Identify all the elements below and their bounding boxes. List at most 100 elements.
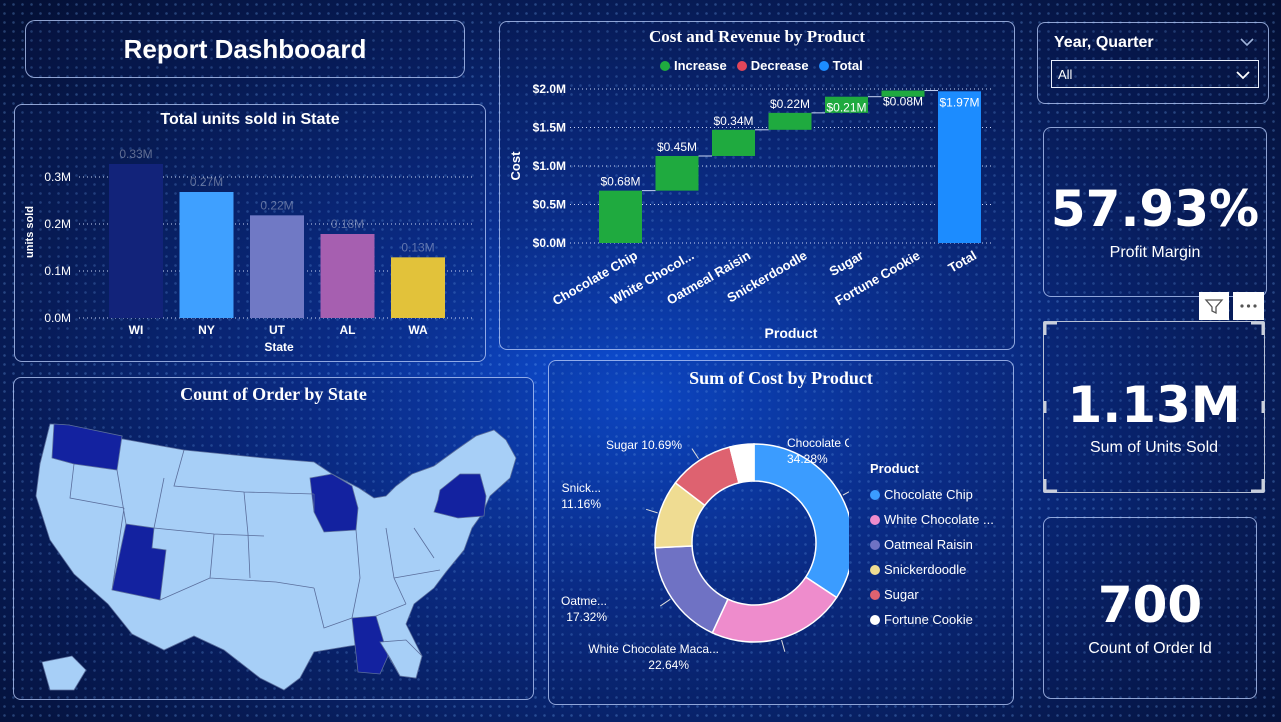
legend-label: Sugar	[884, 587, 919, 602]
legend-label: Fortune Cookie	[884, 612, 973, 627]
donut-chart[interactable]: Chocolate Chip 34.28% White Chocolate Maca…	[549, 361, 849, 701]
us-state-map[interactable]	[14, 378, 533, 699]
donut-leader-line	[691, 448, 699, 459]
waterfall-ytick-label: $2.0M	[533, 82, 566, 96]
donut-slice-label: Oatme...	[561, 594, 607, 608]
legend-label: White Chocolate ...	[884, 512, 994, 527]
slicer-collapse-icon[interactable]	[1240, 37, 1254, 47]
donut-legend-item[interactable]: White Chocolate ...	[870, 507, 1010, 532]
legend-decrease[interactable]: Decrease	[736, 58, 809, 73]
filter-icon	[1204, 299, 1224, 315]
map-chart-card[interactable]: Count of Order by State	[13, 377, 534, 700]
order-count-card[interactable]: 700 Count of Order Id	[1043, 517, 1257, 699]
waterfall-ytick-label: $1.5M	[533, 121, 566, 135]
donut-slice	[654, 545, 729, 634]
us-mainland-shape	[35, 423, 517, 691]
donut-leader-line	[842, 491, 849, 496]
units-bar	[179, 192, 234, 318]
units-sold-value: 1.13M	[1067, 376, 1241, 434]
legend-swatch	[870, 514, 880, 525]
donut-legend-item[interactable]: Chocolate Chip	[870, 482, 1010, 507]
title-card: Report Dashbooard	[25, 20, 465, 78]
legend-total[interactable]: Total	[818, 58, 863, 73]
page-title: Report Dashbooard	[123, 34, 367, 64]
units-bar	[320, 234, 375, 318]
donut-chart-card[interactable]: Sum of Cost by Product Chocolate Chip 34.…	[548, 360, 1014, 705]
donut-legend-item[interactable]: Fortune Cookie	[870, 607, 1010, 632]
units-ytick-label: 0.1M	[44, 264, 71, 278]
legend-swatch	[870, 539, 880, 550]
waterfall-yaxis-title: Cost	[508, 151, 523, 181]
units-data-label: 0.27M	[190, 175, 223, 189]
waterfall-xtick-label: Sugar	[827, 248, 866, 279]
chevron-down-icon	[1236, 71, 1250, 80]
units-data-label: 0.13M	[401, 240, 434, 254]
donut-legend-item[interactable]: Sugar	[870, 582, 1010, 607]
waterfall-ytick-label: $0.0M	[533, 236, 566, 250]
slicer-dropdown[interactable]: All	[1051, 60, 1259, 88]
waterfall-data-label: $0.45M	[657, 140, 697, 154]
waterfall-ytick-label: $1.0M	[533, 159, 566, 173]
legend-label: Snickerdoodle	[884, 562, 967, 577]
units-chart-card[interactable]: Total units sold in State 0.0M 0.1M 0.2M 0.…	[14, 104, 486, 362]
donut-slice-pct: 34.28%	[787, 452, 828, 466]
units-xtick-label: UT	[269, 323, 286, 337]
waterfall-chart[interactable]: $0.0M$0.5M$1.0M$1.5M$2.0M$0.68MChocolate…	[500, 22, 1014, 349]
units-yaxis-title: units sold	[24, 206, 36, 258]
legend-label: Oatmeal Raisin	[884, 537, 973, 552]
units-ytick-label: 0.0M	[44, 311, 71, 325]
donut-slice-label: Sugar 10.69%	[606, 438, 682, 452]
legend-swatch	[870, 614, 880, 625]
units-ytick-label: 0.3M	[44, 170, 71, 184]
more-options-button[interactable]	[1233, 292, 1264, 320]
waterfall-bar	[938, 91, 981, 243]
units-bar	[109, 164, 163, 318]
units-xtick-label: WA	[408, 323, 428, 337]
more-options-icon	[1240, 304, 1257, 308]
units-sold-card[interactable]: 1.13M Sum of Units Sold	[1043, 321, 1265, 493]
waterfall-chart-title: Cost and Revenue by Product	[649, 27, 865, 46]
state-al	[351, 615, 389, 675]
units-xtick-label: AL	[340, 323, 356, 337]
selection-handles	[1043, 321, 1265, 493]
units-bar	[250, 215, 304, 318]
filter-button[interactable]	[1199, 292, 1229, 320]
units-bar-chart[interactable]: 0.0M 0.1M 0.2M 0.3M 0.33M WI 0.27M NY 0.22M UT 0.1…	[15, 105, 485, 361]
donut-chart-title: Sum of Cost by Product	[689, 368, 873, 388]
state-borders	[69, 449, 441, 629]
profit-margin-value: 57.93%	[1050, 180, 1260, 238]
legend-swatch	[870, 564, 880, 575]
waterfall-chart-card[interactable]: Cost and Revenue by Product Increase Dec…	[499, 21, 1015, 350]
legend-label: Chocolate Chip	[884, 487, 973, 502]
waterfall-bar	[599, 190, 642, 243]
donut-slice-pct: 22.64%	[648, 658, 689, 672]
profit-margin-card[interactable]: 57.93% Profit Margin	[1043, 127, 1267, 297]
waterfall-bar	[881, 90, 925, 97]
legend-swatch	[870, 489, 880, 500]
donut-slice-label: White Chocolate Maca...	[588, 642, 719, 656]
map-chart-title: Count of Order by State	[180, 384, 367, 404]
legend-swatch	[870, 589, 880, 600]
waterfall-data-label: $0.21M	[826, 101, 866, 115]
waterfall-xtick-label: Total	[945, 248, 979, 276]
year-quarter-slicer: Year, Quarter All	[1037, 22, 1269, 104]
units-data-label: 0.33M	[119, 147, 152, 161]
units-bar	[391, 257, 445, 318]
waterfall-bar	[768, 112, 812, 130]
waterfall-data-label: $0.68M	[600, 175, 640, 189]
state-florida	[379, 639, 423, 679]
waterfall-data-label: $0.08M	[883, 95, 923, 109]
donut-slice-label: Snick...	[562, 481, 601, 495]
legend-increase[interactable]: Increase	[660, 58, 727, 73]
slicer-selected-value: All	[1058, 67, 1073, 82]
order-count-value: 700	[1097, 576, 1203, 634]
donut-legend: Product Chocolate Chip White Chocolate ..…	[870, 461, 1010, 632]
donut-slice-pct: 17.32%	[566, 610, 607, 624]
donut-legend-item[interactable]: Snickerdoodle	[870, 557, 1010, 582]
waterfall-legend: Increase Decrease Total	[660, 58, 863, 73]
donut-slice	[753, 443, 849, 599]
donut-legend-title: Product	[870, 461, 920, 476]
donut-slice	[729, 443, 755, 484]
donut-legend-item[interactable]: Oatmeal Raisin	[870, 532, 1010, 557]
donut-leader-line	[645, 508, 658, 514]
